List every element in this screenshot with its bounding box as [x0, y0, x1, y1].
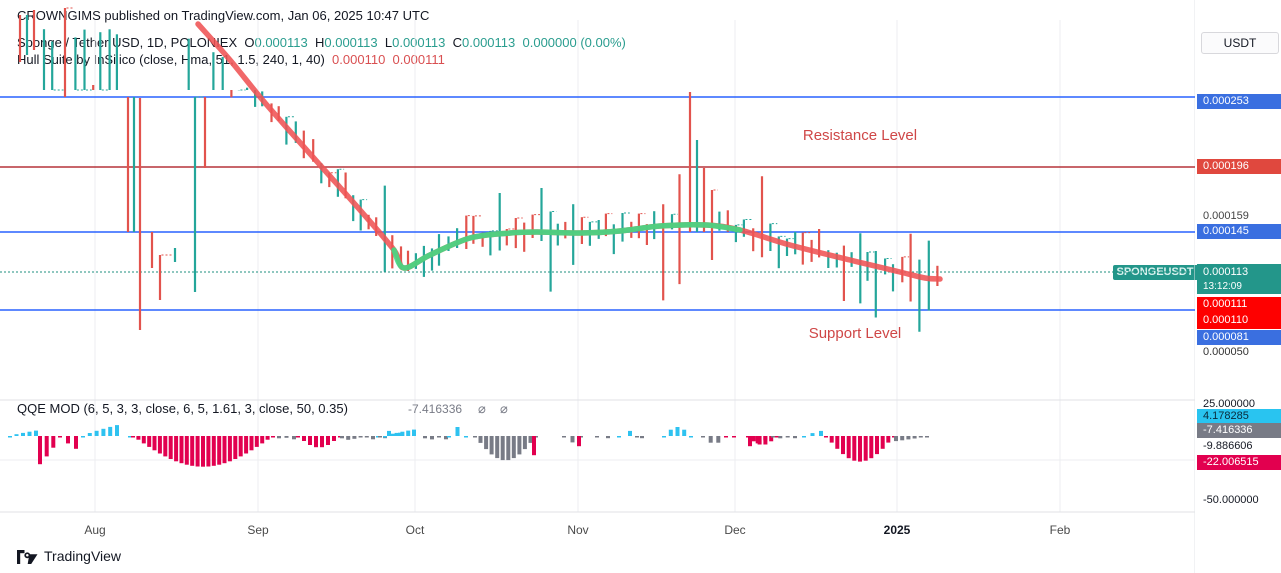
- svg-text:-7.416336: -7.416336: [408, 402, 462, 416]
- svg-text:Support Level: Support Level: [809, 325, 902, 342]
- svg-text:⌀: ⌀: [500, 401, 508, 416]
- svg-text:⌀: ⌀: [478, 401, 486, 416]
- svg-text:QQE MOD (6, 5, 3, 3, close, 6,: QQE MOD (6, 5, 3, 3, close, 6, 5, 1.61, …: [17, 401, 348, 416]
- svg-text:Resistance Level: Resistance Level: [803, 127, 917, 144]
